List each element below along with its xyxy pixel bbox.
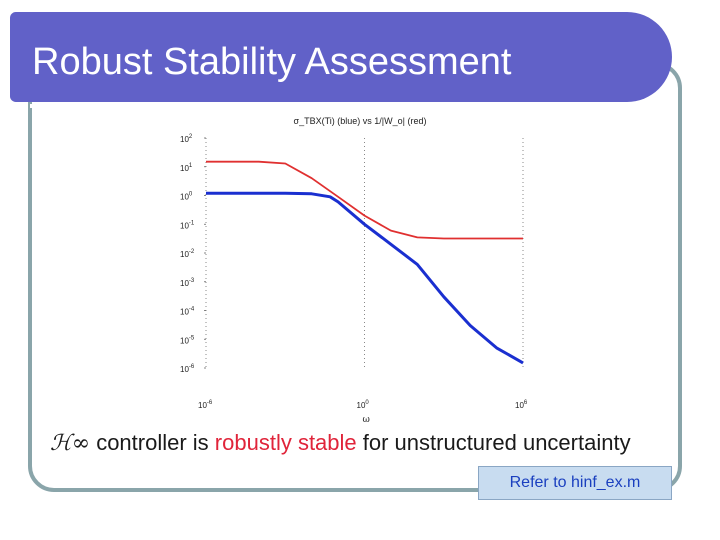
red-curve-inverse-wo — [206, 160, 523, 240]
y-tick-label: 10-1 — [180, 220, 195, 230]
y-tick-label: 100 — [180, 192, 193, 202]
y-tick-label: 10-3 — [180, 278, 195, 288]
y-tick-label: 10-6 — [180, 364, 195, 374]
y-tick-label: 10-2 — [180, 249, 195, 259]
x-tick-label: 100 — [357, 400, 370, 410]
y-tick-label: 10-5 — [180, 335, 195, 345]
x-tick-label: 106 — [515, 400, 528, 410]
slide-title: Robust Stability Assessment — [32, 41, 512, 83]
blue-curve-sigma-ti — [206, 191, 524, 365]
reference-box[interactable]: Refer to hinf_ex.m — [478, 466, 672, 500]
h-infinity-symbol: ℋ∞ — [50, 431, 91, 456]
title-underline — [30, 104, 648, 108]
bode-plot: 102 101 100 10-1 10-2 10-3 10-4 10-5 10-6 10-6 100… — [180, 116, 528, 425]
y-tick-label: 101 — [180, 163, 193, 173]
reference-text: Refer to hinf_ex.m — [509, 474, 641, 491]
y-tick-label: 10-4 — [180, 307, 195, 317]
x-tick-label: 10-6 — [198, 400, 213, 410]
title-bar: Robust Stability Assessment — [10, 12, 672, 108]
caption-highlight: robustly stable — [214, 430, 357, 455]
chart-title: σ_TBX(Ti) (blue) vs 1/|W_o| (red) — [294, 116, 427, 126]
y-tick-label: 102 — [180, 134, 193, 144]
caption-part-2: for unstructured uncertainty — [356, 430, 631, 455]
caption: ℋ∞ controller is robustly stable for uns… — [50, 430, 631, 456]
caption-part-1: controller is — [90, 430, 215, 455]
x-axis-label: ω — [363, 415, 370, 425]
